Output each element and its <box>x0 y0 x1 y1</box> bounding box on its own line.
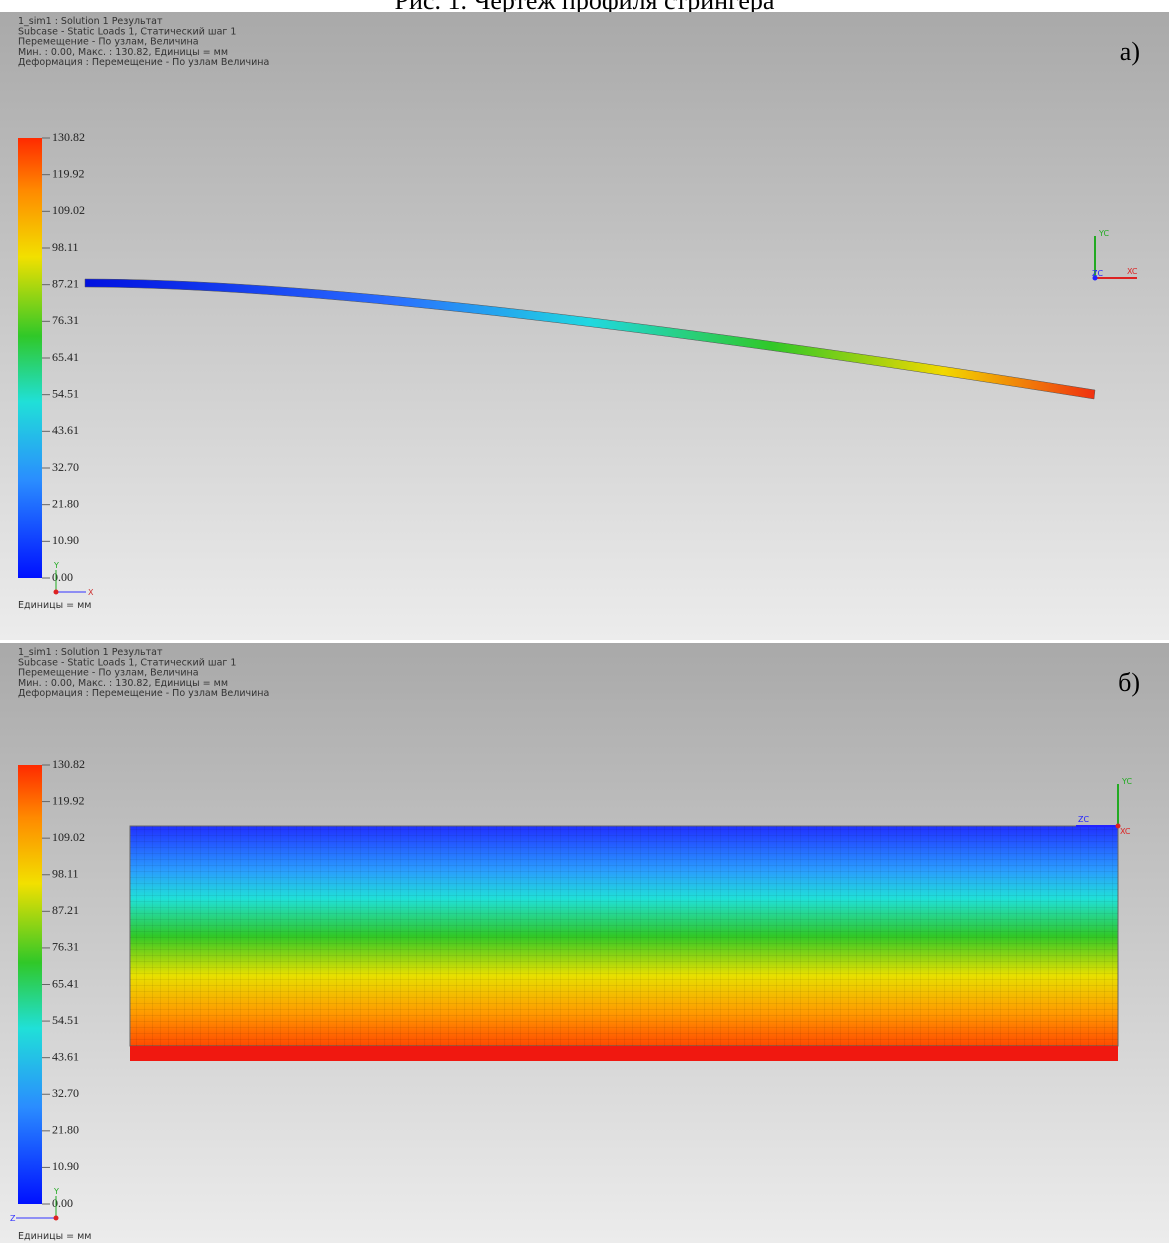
panel-label: б) <box>1118 668 1140 697</box>
color-bar <box>18 765 42 1204</box>
legend-value: 0.00 <box>52 570 73 584</box>
axis-label: Z <box>10 1214 16 1223</box>
legend-value: 10.90 <box>52 533 79 547</box>
triad-label: ZC <box>1092 269 1103 278</box>
triad-label: XC <box>1120 827 1131 836</box>
axis-label: Y <box>53 1187 59 1196</box>
axis-origin <box>54 1216 59 1221</box>
bottom-flange <box>130 1046 1118 1061</box>
panel-label: а) <box>1120 37 1140 66</box>
legend-value: 87.21 <box>52 903 79 917</box>
color-bar <box>18 138 42 578</box>
page: Рис. 1. Чертеж профиля стрингера 1_sim1 … <box>0 0 1169 1243</box>
axis-label: Y <box>53 561 59 570</box>
legend-value: 119.92 <box>52 793 85 807</box>
axis-label: X <box>88 588 94 597</box>
units-label: Единицы = мм <box>18 600 91 611</box>
legend-value: 98.11 <box>52 240 79 254</box>
triad-label: XC <box>1127 267 1138 276</box>
header-line: Деформация : Перемещение - По узлам Вели… <box>18 688 269 699</box>
legend-value: 54.51 <box>52 1013 79 1027</box>
legend-value: 109.02 <box>52 203 85 217</box>
axis-origin <box>54 590 59 595</box>
legend-value: 21.80 <box>52 496 79 510</box>
legend-value: 0.00 <box>52 1196 73 1210</box>
legend-value: 76.31 <box>52 313 79 327</box>
header-line: Деформация : Перемещение - По узлам Вели… <box>18 57 269 68</box>
legend-value: 43.61 <box>52 1049 79 1063</box>
legend-value: 65.41 <box>52 976 79 990</box>
legend-value: 76.31 <box>52 940 79 954</box>
legend-value: 98.11 <box>52 867 79 881</box>
triad-label: ZC <box>1078 815 1089 824</box>
legend-value: 119.92 <box>52 166 85 180</box>
legend-value: 130.82 <box>52 757 85 771</box>
legend-value: 32.70 <box>52 460 79 474</box>
legend-value: 130.82 <box>52 130 85 144</box>
legend-value: 43.61 <box>52 423 79 437</box>
legend-value: 32.70 <box>52 1086 79 1100</box>
legend-value: 65.41 <box>52 350 79 364</box>
triad-label: YC <box>1121 777 1132 786</box>
legend-value: 10.90 <box>52 1159 79 1173</box>
legend-value: 109.02 <box>52 830 85 844</box>
legend-value: 54.51 <box>52 386 79 400</box>
units-label: Единицы = мм <box>18 1231 91 1242</box>
triad-label: YC <box>1098 229 1109 238</box>
legend-value: 87.21 <box>52 276 79 290</box>
mesh <box>130 826 1118 1046</box>
legend-value: 21.80 <box>52 1123 79 1137</box>
